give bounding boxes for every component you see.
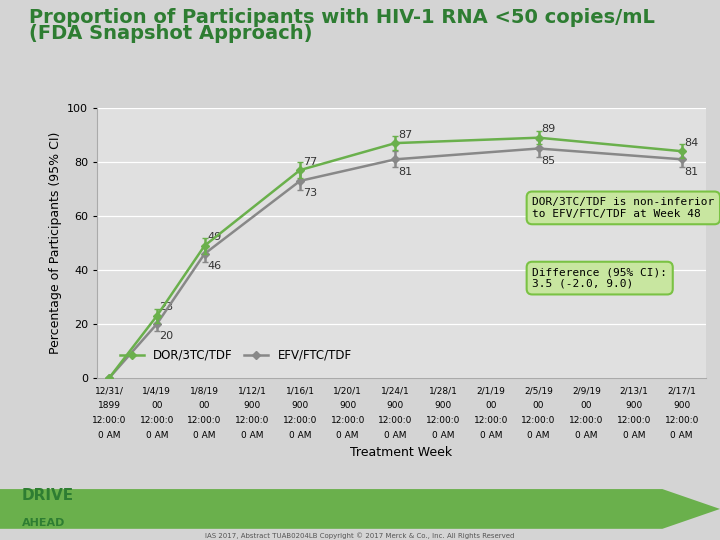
Text: 81: 81 xyxy=(398,166,413,177)
Text: Proportion of Participants with HIV-1 RNA <50 copies/mL: Proportion of Participants with HIV-1 RN… xyxy=(29,8,654,27)
Text: 2/5/19: 2/5/19 xyxy=(524,386,553,395)
Text: 1899: 1899 xyxy=(98,401,121,410)
Text: 89: 89 xyxy=(541,124,556,134)
Text: 900: 900 xyxy=(243,401,261,410)
Text: 12:00:0: 12:00:0 xyxy=(378,416,413,426)
Text: 900: 900 xyxy=(673,401,690,410)
Text: 1/16/1: 1/16/1 xyxy=(286,386,315,395)
Text: Treatment Week: Treatment Week xyxy=(351,446,452,458)
Text: 85: 85 xyxy=(541,156,556,166)
Text: 2/13/1: 2/13/1 xyxy=(620,386,649,395)
Text: 12:00:0: 12:00:0 xyxy=(617,416,651,426)
Text: 12:00:0: 12:00:0 xyxy=(330,416,365,426)
Text: 1/12/1: 1/12/1 xyxy=(238,386,266,395)
Text: 49: 49 xyxy=(207,232,222,242)
Text: IAS 2017, Abstract TUAB0204LB Copyright © 2017 Merck & Co., Inc. All Rights Rese: IAS 2017, Abstract TUAB0204LB Copyright … xyxy=(205,532,515,539)
Text: 12:00:0: 12:00:0 xyxy=(187,416,222,426)
Text: 12:00:0: 12:00:0 xyxy=(235,416,269,426)
Text: 73: 73 xyxy=(303,188,317,198)
Text: 23: 23 xyxy=(160,302,174,312)
Text: 0 AM: 0 AM xyxy=(241,431,264,441)
Text: 0 AM: 0 AM xyxy=(623,431,645,441)
Text: 2/1/19: 2/1/19 xyxy=(477,386,505,395)
Text: 0 AM: 0 AM xyxy=(480,431,502,441)
Text: 1/28/1: 1/28/1 xyxy=(428,386,458,395)
Text: 2/9/19: 2/9/19 xyxy=(572,386,600,395)
Text: 87: 87 xyxy=(398,130,413,139)
Text: 0 AM: 0 AM xyxy=(193,431,216,441)
Text: 12/31/: 12/31/ xyxy=(95,386,124,395)
Text: AHEAD: AHEAD xyxy=(22,518,65,528)
Text: 12:00:0: 12:00:0 xyxy=(140,416,174,426)
Text: 900: 900 xyxy=(387,401,404,410)
Text: 12:00:0: 12:00:0 xyxy=(426,416,460,426)
Text: 00: 00 xyxy=(580,401,592,410)
Text: 900: 900 xyxy=(292,401,309,410)
Text: 12:00:0: 12:00:0 xyxy=(521,416,556,426)
Text: 00: 00 xyxy=(485,401,497,410)
Text: 20: 20 xyxy=(160,331,174,341)
Text: 12:00:0: 12:00:0 xyxy=(474,416,508,426)
Text: (FDA Snapshot Approach): (FDA Snapshot Approach) xyxy=(29,24,312,43)
Text: 84: 84 xyxy=(685,138,699,147)
Text: 12:00:0: 12:00:0 xyxy=(92,416,126,426)
Text: 1/4/19: 1/4/19 xyxy=(143,386,171,395)
Text: 00: 00 xyxy=(533,401,544,410)
Text: 1/20/1: 1/20/1 xyxy=(333,386,362,395)
Text: 2/17/1: 2/17/1 xyxy=(667,386,696,395)
Polygon shape xyxy=(0,489,720,529)
Y-axis label: Percentage of Participants (95% CI): Percentage of Participants (95% CI) xyxy=(49,132,62,354)
Text: 0 AM: 0 AM xyxy=(527,431,550,441)
Text: 81: 81 xyxy=(685,166,698,177)
Text: DRIVE: DRIVE xyxy=(22,488,73,503)
Text: 77: 77 xyxy=(303,157,317,166)
Text: 1/24/1: 1/24/1 xyxy=(381,386,410,395)
Text: 12:00:0: 12:00:0 xyxy=(283,416,318,426)
Text: 12:00:0: 12:00:0 xyxy=(569,416,603,426)
Text: 0 AM: 0 AM xyxy=(575,431,598,441)
Text: 900: 900 xyxy=(626,401,643,410)
Text: 900: 900 xyxy=(339,401,356,410)
Text: 1/8/19: 1/8/19 xyxy=(190,386,219,395)
Text: 0 AM: 0 AM xyxy=(98,431,120,441)
Text: 900: 900 xyxy=(435,401,451,410)
Text: DOR/3TC/TDF is non-inferior
to EFV/FTC/TDF at Week 48: DOR/3TC/TDF is non-inferior to EFV/FTC/T… xyxy=(532,197,714,219)
Text: 12:00:0: 12:00:0 xyxy=(665,416,699,426)
Text: 0 AM: 0 AM xyxy=(289,431,311,441)
Text: 0 AM: 0 AM xyxy=(670,431,693,441)
Text: 0 AM: 0 AM xyxy=(336,431,359,441)
Text: 0 AM: 0 AM xyxy=(145,431,168,441)
Text: 46: 46 xyxy=(207,261,222,271)
Text: 0 AM: 0 AM xyxy=(432,431,454,441)
Text: 00: 00 xyxy=(151,401,163,410)
Text: 00: 00 xyxy=(199,401,210,410)
Text: 0 AM: 0 AM xyxy=(384,431,407,441)
Text: Difference (95% CI):
3.5 (-2.0, 9.0): Difference (95% CI): 3.5 (-2.0, 9.0) xyxy=(532,267,667,289)
Legend: DOR/3TC/TDF, EFV/FTC/TDF: DOR/3TC/TDF, EFV/FTC/TDF xyxy=(115,345,356,367)
